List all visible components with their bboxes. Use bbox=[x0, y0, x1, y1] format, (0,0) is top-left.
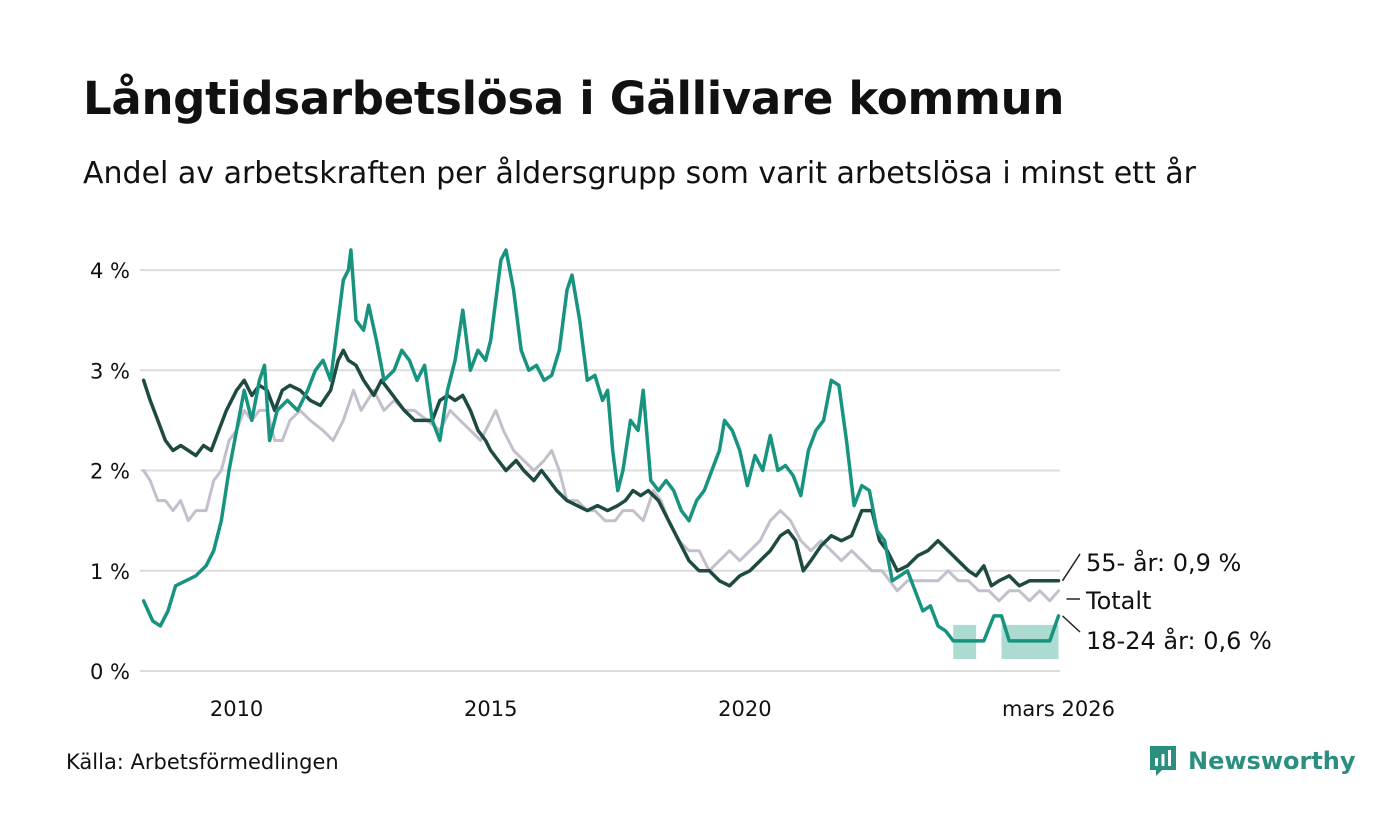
x-tick-label: 2020 bbox=[718, 697, 771, 721]
end-label-old: 55- år: 0,9 % bbox=[1086, 548, 1241, 577]
series-line-old bbox=[141, 348, 1061, 588]
x-tick-label: mars 2026 bbox=[1002, 697, 1115, 721]
y-tick-label: 0 % bbox=[90, 660, 130, 684]
brand-name: Newsworthy bbox=[1188, 747, 1356, 775]
end-labels: 55- år: 0,9 % Totalt 18-24 år: 0,6 % bbox=[1061, 548, 1272, 655]
series-line-total bbox=[142, 388, 1060, 603]
chart-title: Långtidsarbetslösa i Gällivare kommun bbox=[83, 72, 1065, 125]
source-note: Källa: Arbetsförmedlingen bbox=[66, 750, 339, 774]
newsworthy-logo-icon bbox=[1150, 746, 1176, 776]
x-tick-label: 2015 bbox=[464, 697, 517, 721]
series-lines bbox=[141, 248, 1061, 643]
y-tick-label: 4 % bbox=[90, 259, 130, 283]
x-tick-label: 2010 bbox=[210, 697, 263, 721]
brand: Newsworthy bbox=[1148, 744, 1356, 778]
chart-subtitle: Andel av arbetskraften per åldersgrupp s… bbox=[83, 156, 1196, 191]
end-label-total: Totalt bbox=[1085, 587, 1151, 615]
gridlines: 0 % 1 % 2 % 3 % 4 % 2010 2015 2020 mars 2026 bbox=[90, 259, 1115, 721]
label-leader bbox=[1061, 615, 1081, 633]
y-tick-label: 2 % bbox=[90, 460, 130, 484]
series-line-young bbox=[141, 248, 1061, 643]
y-tick-label: 1 % bbox=[90, 560, 130, 584]
end-label-young: 18-24 år: 0,6 % bbox=[1086, 626, 1272, 655]
label-leader bbox=[1061, 553, 1081, 582]
y-tick-label: 3 % bbox=[90, 359, 130, 383]
